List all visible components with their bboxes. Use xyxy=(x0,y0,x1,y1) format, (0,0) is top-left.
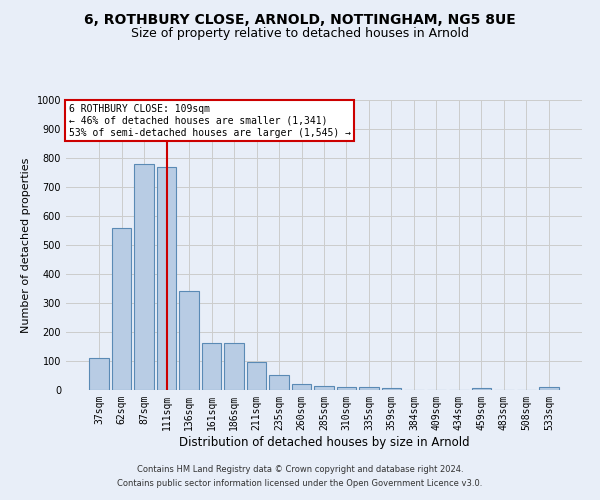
Bar xyxy=(472,388,491,390)
Bar xyxy=(247,362,266,390)
Bar xyxy=(314,386,334,390)
Bar xyxy=(224,343,244,390)
Bar xyxy=(337,386,356,390)
Bar xyxy=(179,290,199,390)
Bar xyxy=(382,388,401,390)
Text: 6 ROTHBURY CLOSE: 109sqm
← 46% of detached houses are smaller (1,341)
53% of sem: 6 ROTHBURY CLOSE: 109sqm ← 46% of detach… xyxy=(68,104,350,138)
Bar xyxy=(292,384,311,390)
Bar xyxy=(202,342,221,390)
Bar xyxy=(157,168,176,390)
Bar xyxy=(89,358,109,390)
Bar xyxy=(134,164,154,390)
Bar xyxy=(112,228,131,390)
X-axis label: Distribution of detached houses by size in Arnold: Distribution of detached houses by size … xyxy=(179,436,469,448)
Bar xyxy=(269,375,289,390)
Bar xyxy=(359,387,379,390)
Text: Contains HM Land Registry data © Crown copyright and database right 2024.
Contai: Contains HM Land Registry data © Crown c… xyxy=(118,466,482,487)
Y-axis label: Number of detached properties: Number of detached properties xyxy=(21,158,31,332)
Text: 6, ROTHBURY CLOSE, ARNOLD, NOTTINGHAM, NG5 8UE: 6, ROTHBURY CLOSE, ARNOLD, NOTTINGHAM, N… xyxy=(84,12,516,26)
Text: Size of property relative to detached houses in Arnold: Size of property relative to detached ho… xyxy=(131,28,469,40)
Bar xyxy=(539,387,559,390)
